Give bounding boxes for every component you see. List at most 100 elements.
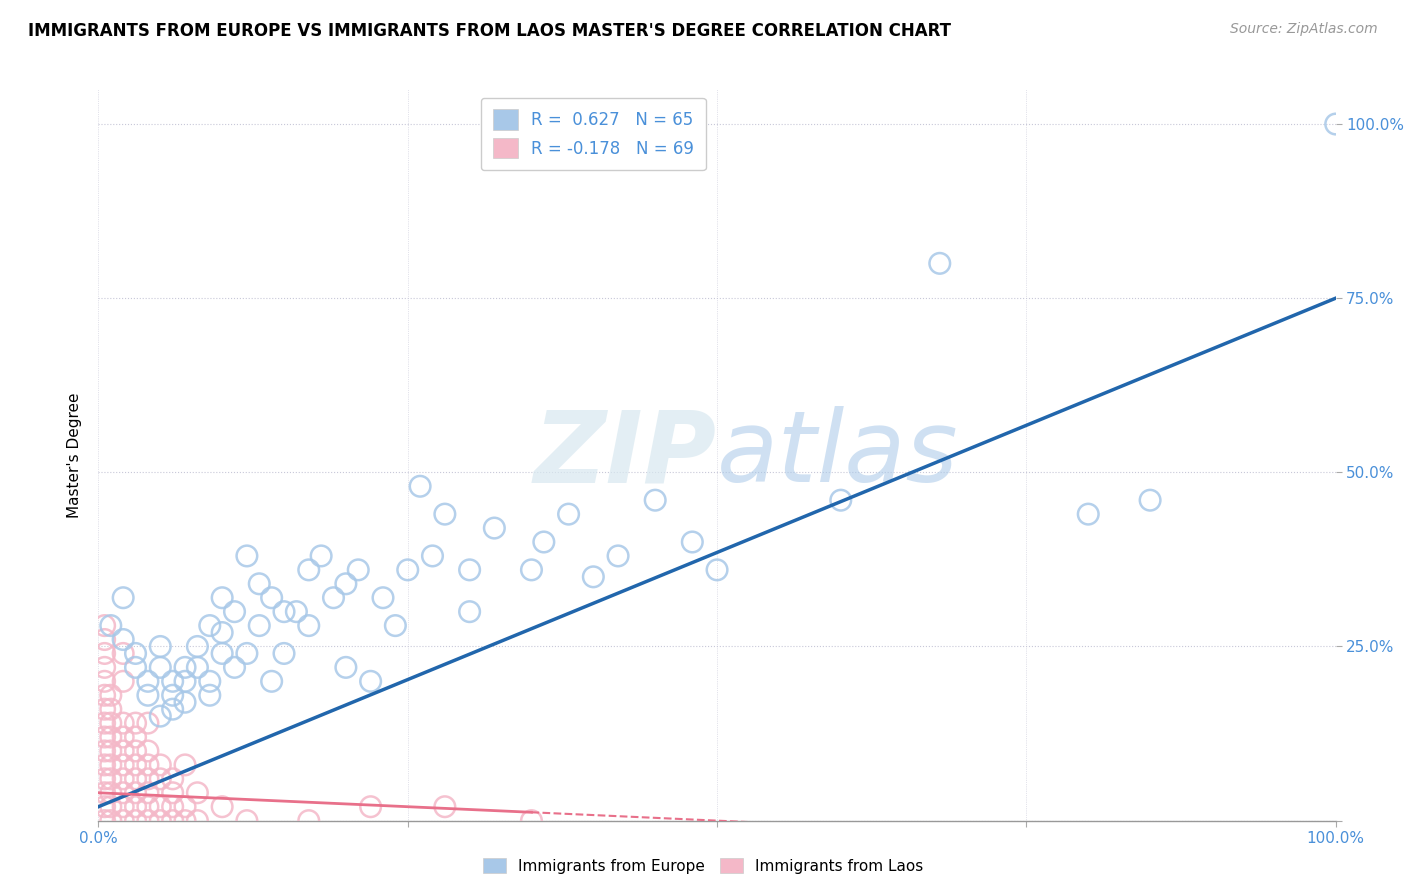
Point [93,799,115,814]
Point [149,772,172,786]
Point [174,814,197,828]
Point [706,563,728,577]
Point [198,618,221,632]
Point [162,688,184,702]
Point [136,772,159,786]
Point [360,799,382,814]
Point [211,591,233,605]
Point [520,563,543,577]
Point [93,786,115,800]
Point [211,647,233,661]
Point [162,772,184,786]
Point [928,256,950,270]
Point [93,647,115,661]
Point [162,674,184,689]
Point [174,799,197,814]
Text: IMMIGRANTS FROM EUROPE VS IMMIGRANTS FROM LAOS MASTER'S DEGREE CORRELATION CHART: IMMIGRANTS FROM EUROPE VS IMMIGRANTS FRO… [28,22,950,40]
Point [681,535,703,549]
Point [298,563,321,577]
Point [174,674,197,689]
Point [247,618,270,632]
Point [100,814,122,828]
Point [162,702,184,716]
Point [112,758,135,772]
Point [582,570,605,584]
Point [384,618,406,632]
Point [112,591,135,605]
Point [335,660,357,674]
Point [298,814,321,828]
Point [93,674,115,689]
Point [260,591,283,605]
Point [124,647,146,661]
Point [149,640,172,654]
Point [136,688,159,702]
Point [149,660,172,674]
Point [236,647,259,661]
Point [1324,117,1347,131]
Point [186,660,208,674]
Point [422,549,444,563]
Point [124,786,146,800]
Point [93,660,115,674]
Point [347,563,370,577]
Point [149,709,172,723]
Point [433,507,456,521]
Point [830,493,852,508]
Point [186,814,208,828]
Point [433,799,456,814]
Point [112,799,135,814]
Point [236,549,259,563]
Point [149,758,172,772]
Point [247,576,270,591]
Point [396,563,419,577]
Point [162,814,184,828]
Point [136,674,159,689]
Point [93,688,115,702]
Point [112,674,135,689]
Point [298,618,321,632]
Point [100,688,122,702]
Point [93,730,115,744]
Point [224,660,246,674]
Point [1077,507,1099,521]
Point [236,814,259,828]
Point [198,688,221,702]
Point [124,799,146,814]
Point [136,758,159,772]
Point [93,618,115,632]
Point [124,814,146,828]
Text: atlas: atlas [717,407,959,503]
Point [360,674,382,689]
Point [273,647,295,661]
Point [644,493,666,508]
Point [186,786,208,800]
Point [100,618,122,632]
Point [100,786,122,800]
Point [309,549,332,563]
Point [162,799,184,814]
Point [112,814,135,828]
Point [322,591,344,605]
Point [136,744,159,758]
Point [124,730,146,744]
Point [100,772,122,786]
Point [112,647,135,661]
Point [211,799,233,814]
Point [1139,493,1161,508]
Point [112,730,135,744]
Point [335,576,357,591]
Point [260,674,283,689]
Point [458,605,481,619]
Point [224,605,246,619]
Point [93,758,115,772]
Point [136,814,159,828]
Point [174,695,197,709]
Point [93,632,115,647]
Point [112,716,135,731]
Point [93,744,115,758]
Point [149,814,172,828]
Point [124,716,146,731]
Point [149,799,172,814]
Point [100,702,122,716]
